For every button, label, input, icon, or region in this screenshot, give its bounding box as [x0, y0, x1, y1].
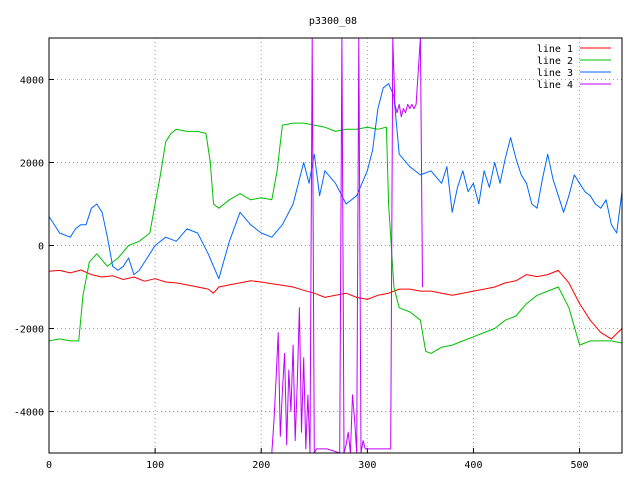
- y-tick-label: -4000: [14, 408, 44, 419]
- grid: [48, 38, 622, 453]
- y-tick-label: 2000: [20, 159, 44, 170]
- series-line-3: [49, 83, 622, 280]
- plot-frame: [48, 37, 623, 454]
- y-tick-label: -2000: [14, 325, 44, 336]
- legend-label-2: line 2: [537, 56, 573, 67]
- x-tick-label: 400: [464, 460, 482, 471]
- legend-label-3: line 3: [537, 68, 573, 79]
- legend-label-1: line 1: [537, 44, 573, 55]
- x-tick-label: 200: [252, 460, 270, 471]
- legend-label-4: line 4: [537, 80, 573, 91]
- series-line-2: [49, 122, 622, 354]
- series-lines: [49, 38, 622, 453]
- y-tick-label: 4000: [20, 76, 44, 87]
- series-line-1: [49, 269, 622, 340]
- x-tick-label: 0: [46, 460, 52, 471]
- series-line-4: [271, 38, 423, 453]
- x-tick-label: 300: [358, 460, 376, 471]
- y-tick-label: 0: [38, 242, 44, 253]
- chart-title: p3300_08: [309, 16, 357, 27]
- x-tick-label: 100: [146, 460, 164, 471]
- x-tick-label: 500: [571, 460, 589, 471]
- axis-tick-labels: 0 100 200 300 400 500 -4000 -2000 0 2000 4000: [14, 76, 589, 472]
